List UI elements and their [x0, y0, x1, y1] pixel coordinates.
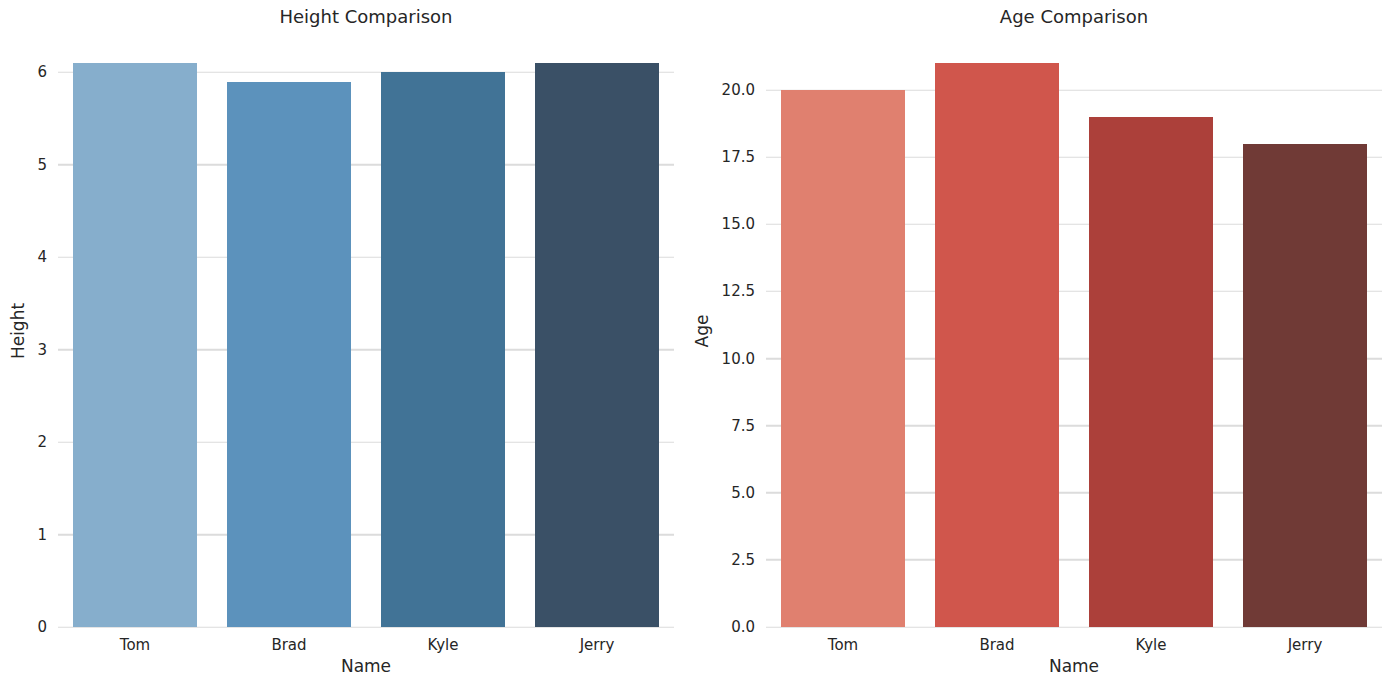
- y-tick-label: 2: [37, 435, 47, 450]
- y-tick-label: 12.5: [722, 284, 755, 299]
- y-tick-label: 0.0: [731, 620, 755, 635]
- x-tick-label: Brad: [271, 636, 306, 654]
- bar-jerry: [1243, 144, 1366, 627]
- y-tick-label: 5.0: [731, 485, 755, 500]
- y-tick-label: 15.0: [722, 217, 755, 232]
- y-tick-label: 6: [37, 65, 47, 80]
- bar-tom: [781, 90, 904, 627]
- bar-brad: [227, 82, 350, 627]
- x-axis-label-name-left: Name: [58, 656, 674, 676]
- figure: Height Comparison Height 0123456TomBradK…: [0, 0, 1389, 690]
- y-tick-label: 20.0: [722, 83, 755, 98]
- y-tick-label: 10.0: [722, 351, 755, 366]
- x-tick-label: Tom: [120, 636, 150, 654]
- chart-title-height: Height Comparison: [58, 6, 674, 27]
- x-tick-label: Tom: [828, 636, 858, 654]
- y-tick-label: 4: [37, 250, 47, 265]
- bar-kyle: [1089, 117, 1212, 627]
- x-tick-label: Jerry: [1288, 636, 1323, 654]
- y-tick-label: 17.5: [722, 150, 755, 165]
- chart-title-age: Age Comparison: [766, 6, 1382, 27]
- plot-area-height: 0123456TomBradKyleJerry: [58, 35, 674, 627]
- y-axis-label-height: Height: [8, 303, 28, 359]
- y-axis-label-age: Age: [692, 315, 712, 348]
- y-tick-label: 5: [37, 157, 47, 172]
- x-tick-label: Jerry: [580, 636, 615, 654]
- bar-tom: [73, 63, 196, 627]
- x-axis-label-name-right: Name: [766, 656, 1382, 676]
- y-tick-label: 1: [37, 527, 47, 542]
- x-tick-label: Brad: [979, 636, 1014, 654]
- y-tick-label: 3: [37, 342, 47, 357]
- bar-brad: [935, 63, 1058, 627]
- y-tick-label: 0: [37, 620, 47, 635]
- x-tick-label: Kyle: [427, 636, 458, 654]
- y-tick-label: 7.5: [731, 418, 755, 433]
- x-tick-label: Kyle: [1135, 636, 1166, 654]
- plot-area-age: 0.02.55.07.510.012.515.017.520.0TomBradK…: [766, 35, 1382, 627]
- bar-kyle: [381, 72, 504, 627]
- bar-jerry: [535, 63, 658, 627]
- y-tick-label: 2.5: [731, 552, 755, 567]
